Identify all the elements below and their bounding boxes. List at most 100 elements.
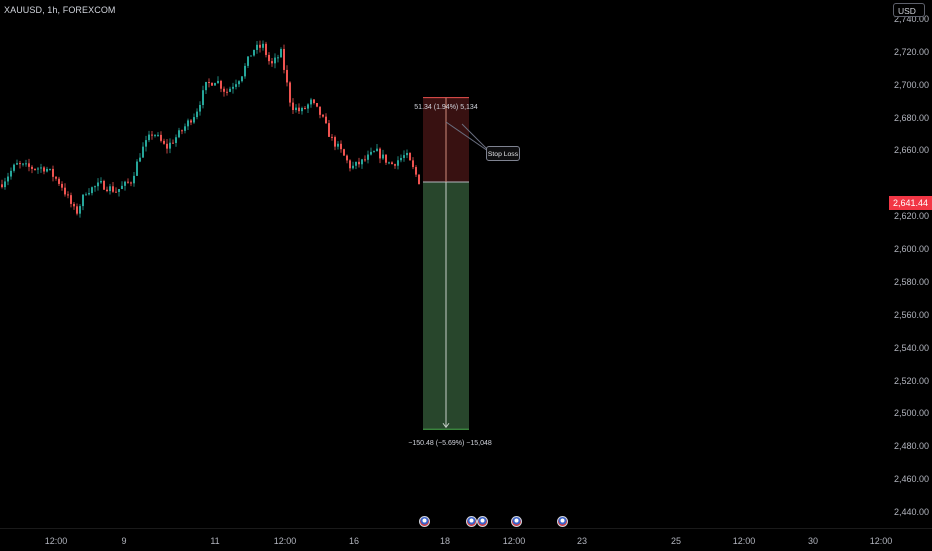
us-flag-event-icon[interactable] bbox=[477, 516, 488, 527]
candle bbox=[190, 120, 192, 123]
candle bbox=[295, 107, 297, 111]
candle bbox=[259, 44, 261, 48]
stop-loss-measure-label: 51.34 (1.94%) 5,134 bbox=[414, 104, 478, 111]
candle bbox=[205, 81, 207, 91]
us-flag-event-icon[interactable] bbox=[557, 516, 568, 527]
price-chart[interactable] bbox=[0, 0, 887, 528]
candle bbox=[103, 180, 105, 190]
candle bbox=[352, 165, 354, 169]
candle bbox=[187, 120, 189, 127]
target-measure-label: −150.48 (−5.69%) −15,048 bbox=[408, 440, 492, 447]
time-tick: 25 bbox=[670, 536, 682, 546]
candle bbox=[202, 90, 204, 105]
candle bbox=[121, 185, 123, 190]
candle bbox=[304, 107, 306, 109]
candle bbox=[292, 102, 294, 111]
candle bbox=[70, 195, 72, 204]
candle bbox=[208, 81, 210, 83]
last-price-label: 2,641.44 bbox=[889, 196, 932, 210]
price-tick: 2,740.00 bbox=[894, 14, 930, 24]
candle bbox=[286, 69, 288, 83]
candle bbox=[154, 135, 156, 137]
candle bbox=[274, 57, 276, 64]
us-flag-event-icon[interactable] bbox=[419, 516, 430, 527]
candle bbox=[172, 142, 174, 144]
candle bbox=[313, 99, 315, 104]
candle bbox=[157, 134, 159, 136]
candle bbox=[220, 80, 222, 89]
candle bbox=[391, 162, 393, 165]
candle bbox=[91, 187, 93, 194]
candle bbox=[4, 181, 6, 188]
time-axis[interactable]: 12:00 9 11 12:00 16 18 12:00 23 25 12:00 30 12:00 bbox=[0, 528, 932, 551]
candle bbox=[88, 193, 90, 195]
stop-loss-tag[interactable]: Stop Loss bbox=[486, 146, 520, 161]
candle bbox=[109, 186, 111, 192]
price-tick: 2,660.00 bbox=[894, 145, 930, 156]
candle bbox=[10, 170, 12, 177]
candle bbox=[256, 44, 258, 50]
price-tick: 2,720.00 bbox=[894, 46, 930, 57]
candle bbox=[85, 194, 87, 196]
candle bbox=[340, 143, 342, 150]
candle bbox=[271, 61, 273, 64]
candle bbox=[355, 161, 357, 166]
candle bbox=[178, 130, 180, 138]
candle bbox=[115, 191, 117, 193]
price-scale[interactable]: 2,740.00 2,720.00 2,700.00 2,680.00 2,660.00… bbox=[887, 0, 932, 528]
target-arrow-head bbox=[442, 422, 450, 429]
time-tick: 12:00 bbox=[869, 536, 893, 546]
candle bbox=[412, 160, 414, 168]
time-tick: 18 bbox=[439, 536, 451, 546]
us-flag-event-icon[interactable] bbox=[511, 516, 522, 527]
stop-loss-pointer bbox=[461, 123, 489, 151]
candle bbox=[199, 104, 201, 112]
candle bbox=[196, 111, 198, 118]
us-flag-event-icon[interactable] bbox=[466, 516, 477, 527]
candle bbox=[418, 174, 420, 185]
time-tick: 12:00 bbox=[273, 536, 297, 546]
candle bbox=[100, 180, 102, 183]
price-tick: 2,580.00 bbox=[894, 276, 930, 287]
candle bbox=[133, 175, 135, 184]
candle bbox=[139, 157, 141, 162]
chart-pane[interactable]: XAUUSD, 1h, FOREXCOM 51.34 (1.94%) 5,134… bbox=[0, 0, 887, 528]
candle bbox=[184, 126, 186, 131]
candle bbox=[268, 54, 270, 62]
candle bbox=[151, 134, 153, 136]
candle bbox=[223, 88, 225, 92]
price-tick: 2,600.00 bbox=[894, 244, 930, 255]
candle bbox=[361, 159, 363, 165]
time-tick: 12:00 bbox=[732, 536, 756, 546]
candle bbox=[22, 163, 24, 165]
candle bbox=[403, 155, 405, 158]
candle bbox=[301, 107, 303, 112]
candle bbox=[349, 160, 351, 169]
candle bbox=[127, 181, 129, 183]
candle bbox=[331, 136, 333, 138]
currency-button[interactable]: USD bbox=[893, 3, 925, 17]
candle bbox=[235, 84, 237, 87]
candle bbox=[19, 163, 21, 165]
candle bbox=[34, 168, 36, 170]
candle bbox=[166, 143, 168, 149]
symbol-title: XAUUSD, 1h, FOREXCOM bbox=[4, 5, 116, 15]
price-tick: 2,500.00 bbox=[894, 408, 930, 419]
stop-loss-pointer-2 bbox=[445, 121, 489, 152]
candle bbox=[346, 155, 348, 161]
candle bbox=[400, 157, 402, 161]
time-tick: 16 bbox=[348, 536, 360, 546]
candle bbox=[277, 57, 279, 59]
candle bbox=[247, 56, 249, 66]
short-position-tool[interactable] bbox=[423, 97, 489, 430]
candle bbox=[298, 107, 300, 112]
candle bbox=[61, 183, 63, 188]
candle bbox=[67, 194, 69, 196]
candle bbox=[16, 163, 18, 165]
candle bbox=[325, 116, 327, 124]
candle bbox=[7, 176, 9, 182]
candle bbox=[13, 164, 15, 171]
candle bbox=[406, 152, 408, 156]
candle bbox=[283, 48, 285, 70]
candle bbox=[106, 189, 108, 192]
